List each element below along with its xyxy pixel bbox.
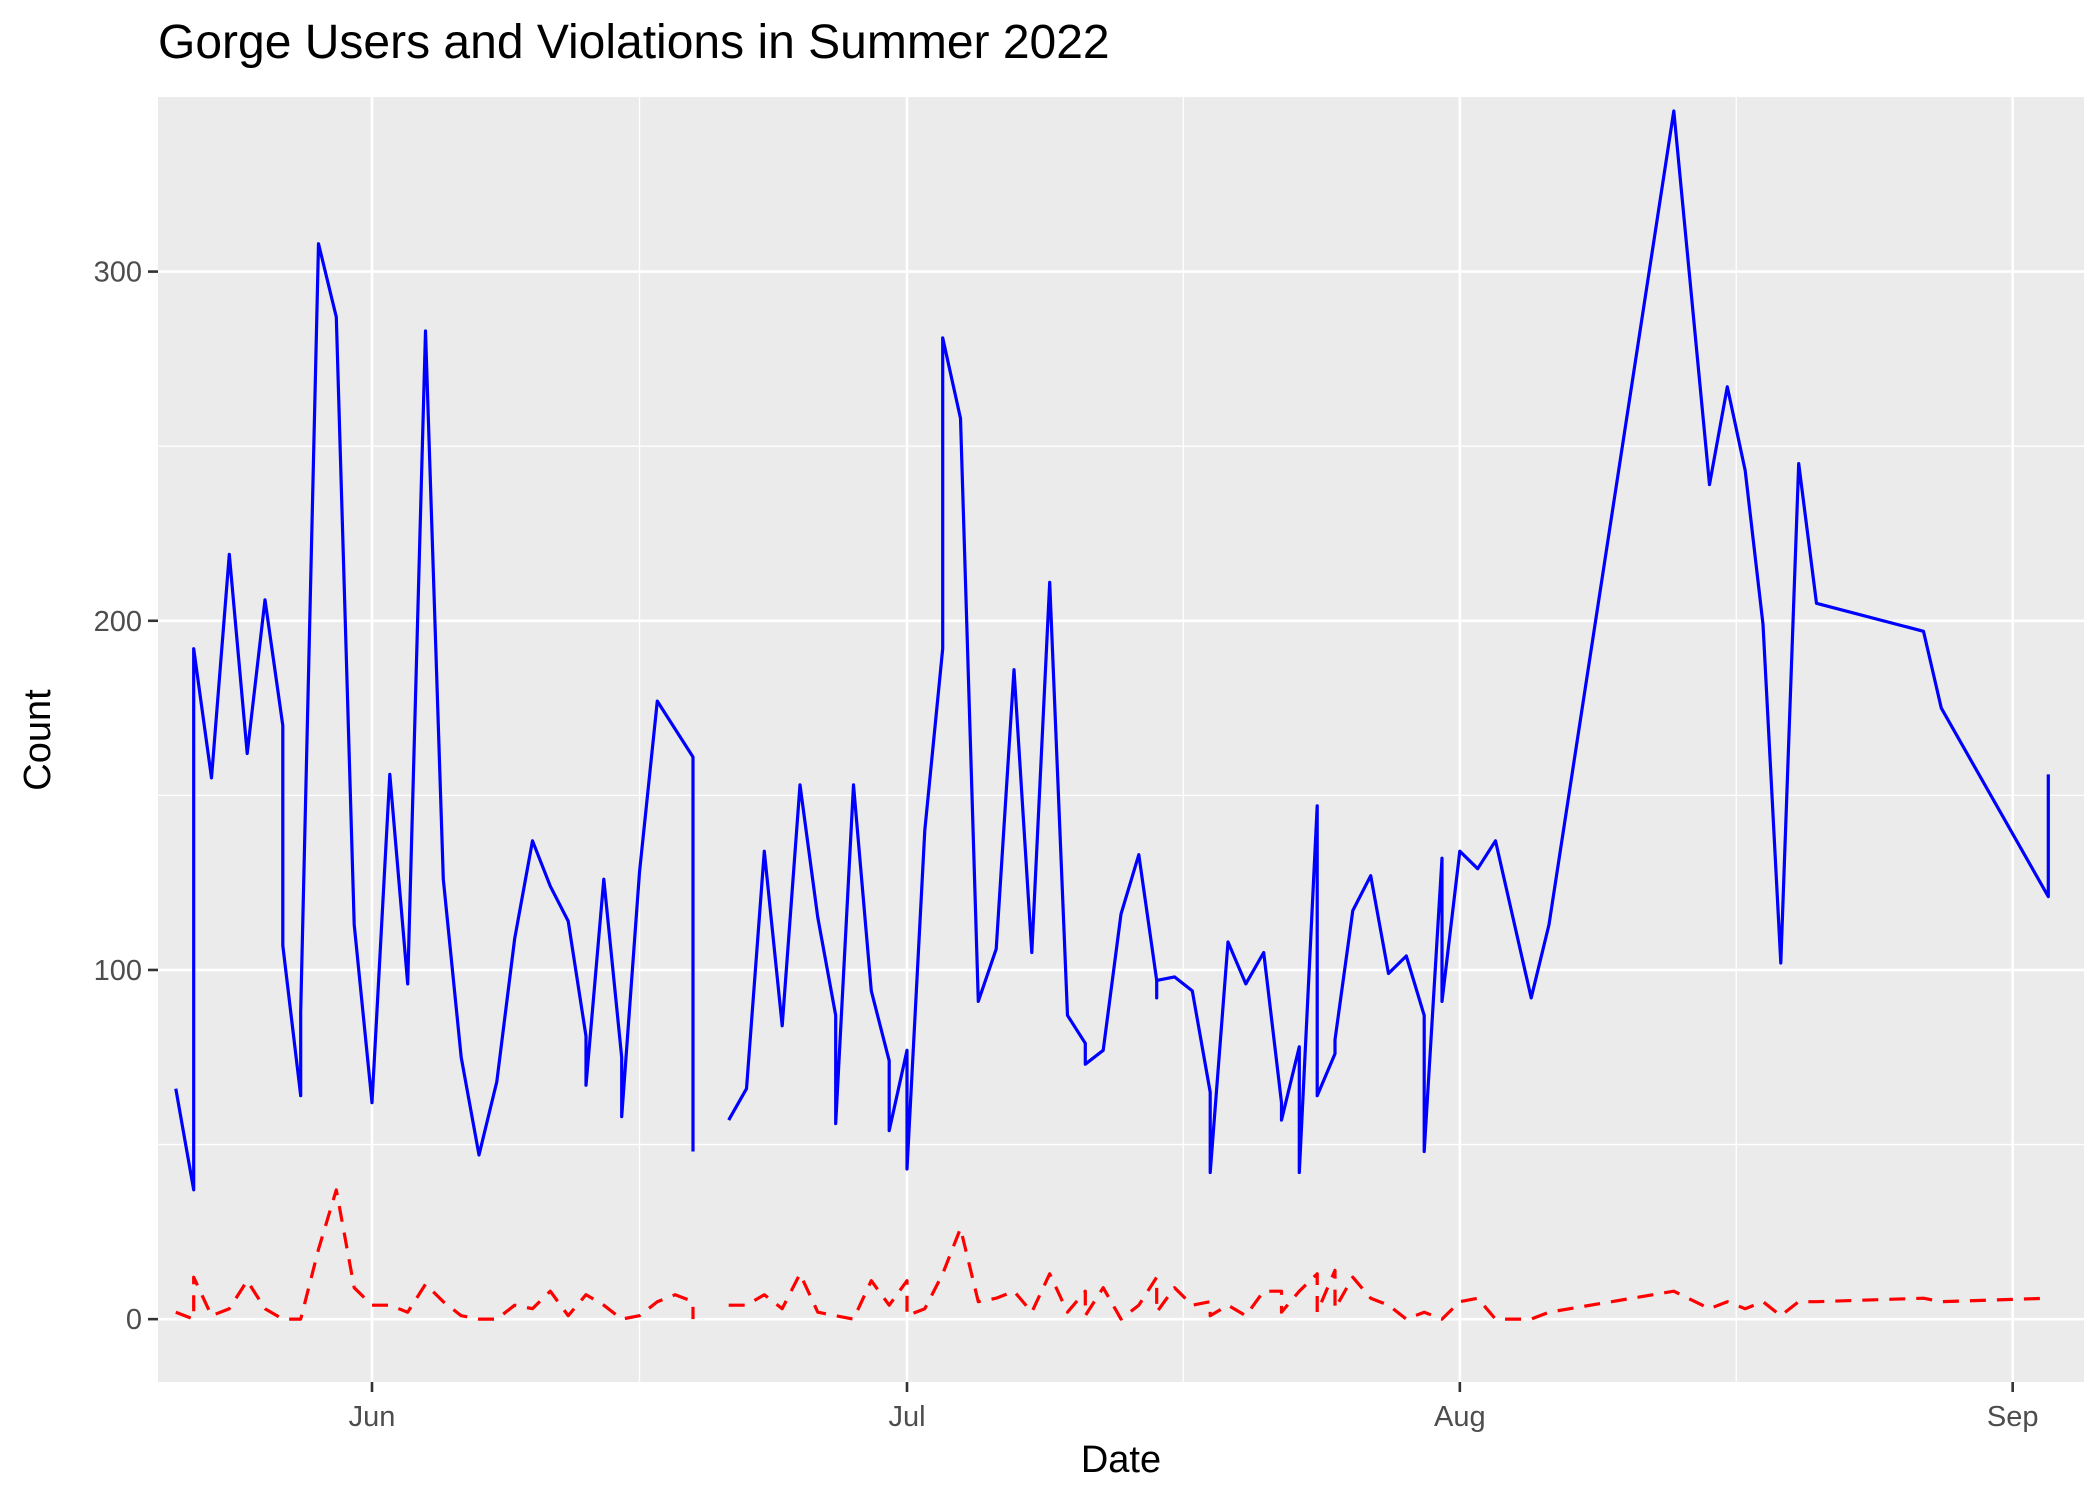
users-line-segment: [727, 109, 2050, 1175]
series-lines: [174, 109, 2050, 1321]
plot-panel: [158, 97, 2084, 1382]
violations-line-segment: [728, 1226, 2049, 1321]
violations-line-segment: [175, 1188, 695, 1321]
y-tick-label: 200: [94, 606, 142, 638]
y-tick-label: 300: [94, 257, 142, 289]
y-tick-label: 100: [94, 955, 142, 987]
x-tick-label: Jun: [349, 1401, 396, 1433]
axes: 0 100 200 300 Jun Jul Aug Sep: [94, 257, 2039, 1433]
x-tick-label: Jul: [888, 1401, 925, 1433]
x-tick-label: Sep: [1987, 1401, 2039, 1433]
gridlines: [158, 97, 2084, 1382]
y-axis-title: Count: [17, 689, 59, 791]
users-line-segment: [174, 242, 695, 1192]
x-tick-label: Aug: [1434, 1401, 1486, 1433]
chart-title: Gorge Users and Violations in Summer 202…: [158, 16, 1110, 69]
y-tick-label: 0: [126, 1304, 142, 1336]
x-axis-title: Date: [1081, 1439, 1161, 1481]
